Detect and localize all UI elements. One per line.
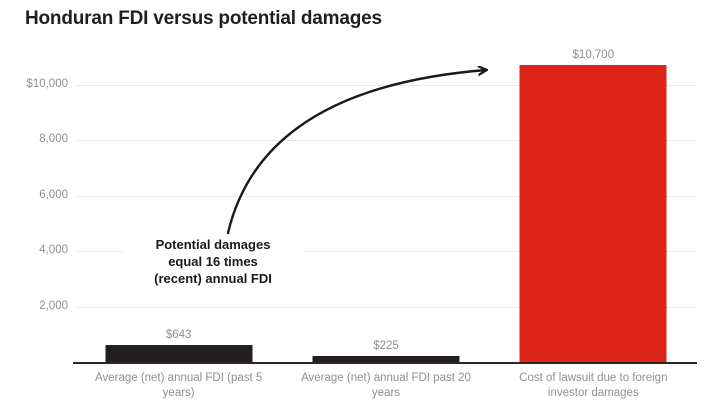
- y-axis-tick-label: 6,000: [39, 188, 68, 201]
- y-axis-tick-label: 4,000: [39, 244, 68, 257]
- bar-value-label: $10,700: [572, 49, 615, 62]
- annotation-line: Potential damages: [155, 237, 271, 252]
- bar-group-lawsuit-cost: $10,700 Cost of lawsuit due to foreign i…: [490, 0, 697, 417]
- annotation-text: Potential damages equal 16 times (recent…: [123, 236, 303, 287]
- bar-fdi-20yr: [312, 356, 460, 363]
- bar-value-label: $643: [165, 328, 192, 341]
- bar-group-fdi-20yr: $225 Average (net) annual FDI past 20 ye…: [282, 0, 489, 417]
- x-axis-category-label: Average (net) annual FDI (past 5 years): [95, 372, 263, 399]
- gridline: [75, 251, 697, 253]
- x-axis-category-label: Average (net) annual FDI past 20 years: [301, 372, 471, 399]
- y-axis-tick-label: 2,000: [39, 299, 68, 312]
- y-axis-tick-label: $10,000: [26, 77, 68, 90]
- gridline: [75, 306, 697, 308]
- annotation-line: (recent) annual FDI: [154, 271, 272, 286]
- bar-group-fdi-5yr: $643 Average (net) annual FDI (past 5 ye…: [75, 0, 282, 417]
- x-axis-category-label: Cost of lawsuit due to foreign investor …: [519, 372, 668, 399]
- y-axis-tick-label: 8,000: [39, 133, 68, 146]
- annotation-line: equal 16 times: [168, 254, 258, 269]
- bar-lawsuit-cost: [519, 65, 667, 363]
- bar-value-label: $225: [373, 340, 399, 353]
- x-axis-line: [73, 361, 697, 364]
- bar-fdi-5yr: [105, 344, 253, 363]
- chart-title: Honduran FDI versus potential damages: [25, 8, 382, 29]
